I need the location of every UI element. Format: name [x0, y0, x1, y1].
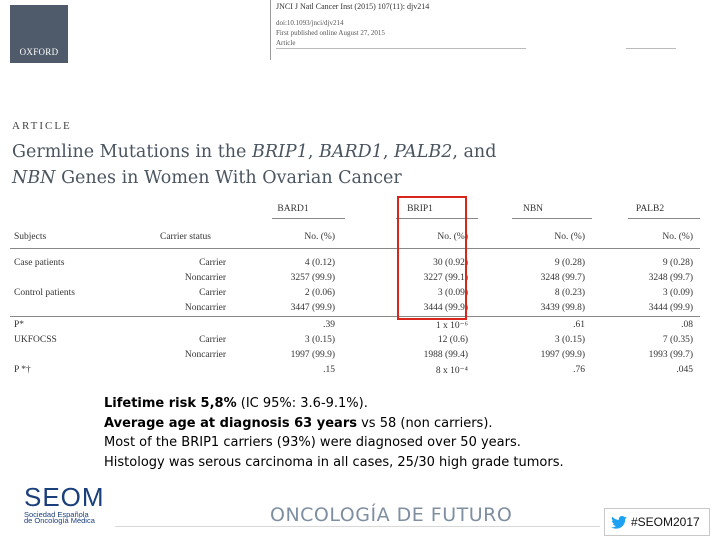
- article-label: ARTICLE: [12, 120, 72, 132]
- footer-tagline: ONCOLOGÍA DE FUTURO: [270, 504, 513, 526]
- brip1-highlight-box: [397, 196, 467, 320]
- summary-line-2: Average age at diagnosis 63 years vs 58 …: [104, 415, 493, 431]
- table-cell: .61: [573, 320, 585, 330]
- hashtag-text[interactable]: #SEOM2017: [631, 515, 700, 529]
- row-carrier-status: Carrier: [199, 335, 226, 345]
- summary-line-1: Lifetime risk 5,8% (IC 95%: 3.6-9.1%).: [104, 396, 368, 411]
- table-cell: 3248 (99.7): [648, 273, 693, 283]
- group-underline: [512, 218, 592, 219]
- row-rule: [10, 316, 700, 317]
- table-cell: 3447 (99.9): [290, 303, 335, 313]
- journal-meta: JNCI J Natl Cancer Inst (2015) 107(11): …: [276, 2, 429, 48]
- summary-line-4: Histology was serous carcinoma in all ca…: [104, 454, 564, 470]
- group-header-palb2: PALB2: [635, 204, 665, 214]
- header-rule: [10, 248, 700, 249]
- seom-logo: SEOM Sociedad Española de Oncología Médi…: [24, 482, 105, 525]
- col-header-no-pct: No. (%): [437, 232, 468, 242]
- table-cell: 12 (0.6): [437, 335, 468, 345]
- table-cell: 1997 (99.9): [290, 350, 335, 360]
- table-cell: 3 (0.15): [554, 335, 585, 345]
- table-cell: .76: [573, 365, 585, 375]
- group-header-bard1: BARD1: [277, 204, 309, 214]
- table-cell: 2 (0.06): [304, 288, 335, 298]
- group-header-brip1: BRIP1: [407, 204, 433, 214]
- row-carrier-status: Noncarrier: [184, 303, 226, 313]
- col-header-no-pct: No. (%): [662, 232, 693, 242]
- row-carrier-status: Carrier: [199, 258, 226, 268]
- table-cell: 1988 (99.4): [423, 350, 468, 360]
- table-cell: .08: [681, 320, 693, 330]
- seom-subtitle-1: Sociedad Española: [24, 510, 89, 519]
- col-header-subjects: Subjects: [14, 232, 47, 242]
- table-cell: .045: [676, 365, 693, 375]
- table-cell: 3444 (99.9): [423, 303, 468, 313]
- table-cell: 3257 (99.9): [290, 273, 335, 283]
- row-subject: P*: [14, 320, 25, 330]
- row-subject: P *†: [14, 365, 31, 375]
- table-cell: 30 (0.92): [433, 258, 468, 268]
- group-underline: [396, 218, 478, 219]
- col-header-no-pct: No. (%): [554, 232, 585, 242]
- table-cell: 3439 (99.8): [540, 303, 585, 313]
- table-cell: 3 (0.09): [662, 288, 693, 298]
- row-subject: UKFOCSS: [14, 335, 57, 345]
- table-cell: 1 x 10⁻⁶: [435, 321, 468, 331]
- header-rule-right: [626, 48, 676, 49]
- table-cell: 1993 (99.7): [648, 350, 693, 360]
- seom-subtitle-2: de Oncología Médica: [24, 516, 95, 525]
- oxford-logo-text: OXFORD: [19, 47, 59, 57]
- row-carrier-status: Noncarrier: [184, 273, 226, 283]
- footer-divider: [115, 526, 600, 527]
- summary-text: Lifetime risk 5,8% (IC 95%: 3.6-9.1%). A…: [104, 394, 564, 472]
- published-date: First published online August 27, 2015: [276, 29, 385, 37]
- table-cell: 3248 (99.7): [540, 273, 585, 283]
- seom-wordmark: SEOM: [24, 482, 105, 512]
- article-type: Article: [276, 39, 296, 47]
- table-cell: 9 (0.28): [662, 258, 693, 268]
- header-rule: [276, 48, 526, 49]
- table-cell: 1997 (99.9): [540, 350, 585, 360]
- table-cell: .15: [323, 365, 335, 375]
- row-subject: Case patients: [14, 258, 65, 268]
- col-header-carrier-status: Carrier status: [160, 232, 211, 242]
- table-cell: 8 x 10⁻⁴: [435, 366, 468, 376]
- table-cell: 3227 (99.1): [423, 273, 468, 283]
- doi: doi:10.1093/jnci/djv214: [276, 19, 344, 27]
- oxford-logo: OXFORD: [10, 5, 68, 63]
- table-cell: 3 (0.09): [437, 288, 468, 298]
- row-subject: Control patients: [14, 288, 75, 298]
- table-cell: 8 (0.23): [554, 288, 585, 298]
- header-divider: [270, 0, 271, 60]
- group-underline: [272, 218, 345, 219]
- table-cell: 9 (0.28): [554, 258, 585, 268]
- summary-line-3: Most of the BRIP1 carriers (93%) were di…: [104, 435, 521, 450]
- row-carrier-status: Noncarrier: [184, 350, 226, 360]
- table-cell: 4 (0.12): [304, 258, 335, 268]
- row-carrier-status: Carrier: [199, 288, 226, 298]
- table-cell: 7 (0.35): [662, 335, 693, 345]
- hashtag-badge[interactable]: #SEOM2017: [604, 508, 710, 536]
- table-cell: 3444 (99.9): [648, 303, 693, 313]
- results-table: BARD1 BRIP1 NBN PALB2 Subjects Carrier status…: [10, 198, 700, 378]
- col-header-no-pct: No. (%): [304, 232, 335, 242]
- table-cell: 3 (0.15): [304, 335, 335, 345]
- group-underline: [628, 218, 700, 219]
- journal-ref: JNCI J Natl Cancer Inst (2015) 107(11): …: [276, 2, 430, 11]
- article-title: Germline Mutations in the BRIP1, BARD1, …: [12, 142, 497, 188]
- twitter-bird-icon: [611, 515, 627, 529]
- table-cell: .39: [323, 320, 335, 330]
- group-header-nbn: NBN: [522, 204, 544, 214]
